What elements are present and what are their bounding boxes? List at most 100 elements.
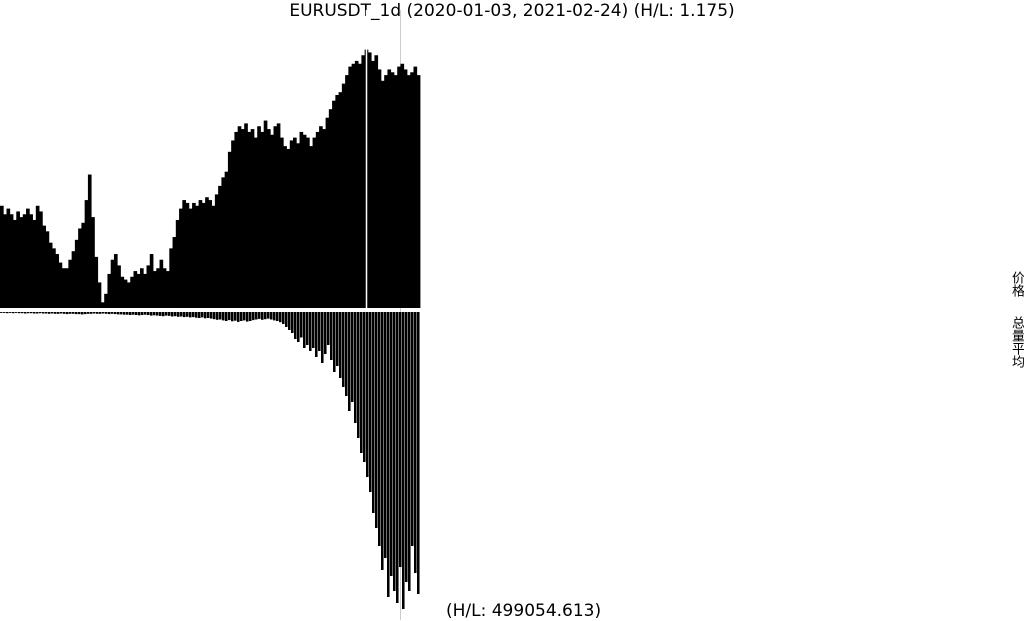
volume-bar: [297, 312, 300, 342]
volume-bar: [378, 312, 381, 546]
price-bar: [214, 194, 219, 308]
price-bar: [81, 222, 86, 308]
volume-bar: [75, 312, 78, 315]
price-bar: [302, 134, 307, 308]
price-bar: [195, 205, 200, 308]
price-bar: [149, 254, 154, 308]
price-bar: [296, 143, 300, 308]
volume-bar: [354, 312, 357, 423]
price-bar: [87, 174, 92, 308]
price-bar: [351, 63, 356, 309]
volume-bar: [282, 312, 285, 324]
volume-bar: [333, 312, 336, 372]
volume-bar: [81, 312, 84, 315]
volume-bar: [69, 312, 72, 314]
volume-bar: [255, 312, 258, 320]
price-bar: [400, 63, 405, 309]
price-bar: [286, 148, 291, 308]
price-bar: [162, 268, 167, 308]
price-bar: [185, 202, 190, 308]
volume-bar: [138, 312, 141, 316]
volume-bar: [45, 312, 48, 314]
price-bar: [328, 109, 333, 308]
price-bar: [224, 171, 229, 308]
price-bar: [283, 146, 287, 308]
volume-bar: [270, 312, 273, 320]
price-bar: [179, 208, 183, 308]
price-bar: [39, 211, 43, 308]
price-bar: [159, 259, 164, 308]
price-bar: [45, 231, 50, 308]
volume-bar: [231, 312, 234, 322]
volume-bar: [6, 312, 9, 314]
volume-bar: [237, 312, 240, 322]
volume-bar: [123, 312, 126, 315]
volume-bar: [222, 312, 225, 321]
price-bar: [172, 237, 177, 308]
volume-bar: [132, 312, 135, 315]
volume-bar: [240, 312, 243, 321]
volume-bar: [201, 312, 204, 318]
volume-bar: [0, 312, 3, 313]
volume-bar: [78, 312, 81, 315]
volume-bar: [342, 312, 345, 387]
volume-bar: [63, 312, 66, 314]
volume-bar: [288, 312, 291, 330]
volume-bar: [225, 312, 228, 321]
volume-bar: [357, 312, 360, 438]
volume-bar: [360, 312, 363, 453]
price-bar: [78, 228, 82, 308]
price-bar: [276, 123, 281, 309]
price-bar: [94, 256, 99, 308]
volume-bar: [246, 312, 249, 322]
price-bar: [153, 271, 157, 308]
volume-bar: [57, 312, 60, 314]
price-bar: [332, 100, 336, 309]
price-bar: [266, 129, 271, 308]
price-bar: [260, 131, 265, 308]
price-bar: [123, 279, 128, 308]
price-bar: [29, 214, 33, 308]
volume-bar: [129, 312, 132, 315]
volume-bar: [120, 312, 123, 315]
price-bar: [280, 137, 284, 308]
volume-bar: [3, 312, 6, 313]
price-bar: [257, 126, 261, 309]
volume-bar: [168, 312, 171, 316]
volume-bar: [417, 312, 420, 594]
volume-bar: [363, 312, 366, 462]
price-bar: [84, 200, 89, 308]
price-bar: [13, 219, 17, 308]
price-bar: [91, 217, 95, 308]
price-bar: [384, 75, 388, 309]
volume-bar: [294, 312, 297, 339]
volume-bar: [234, 312, 237, 321]
volume-bar: [171, 312, 174, 317]
volume-bar: [213, 312, 216, 320]
price-bar: [397, 66, 401, 308]
price-bar: [198, 200, 203, 308]
price-bar: [68, 259, 73, 308]
price-panel: [0, 49, 421, 309]
volume-bar: [162, 312, 165, 317]
volume-bar: [339, 312, 342, 378]
price-bar: [65, 268, 69, 308]
price-bar: [377, 69, 382, 308]
volume-bar: [153, 312, 156, 316]
volume-bar: [396, 312, 399, 603]
price-bar: [234, 131, 239, 308]
price-bar: [348, 66, 353, 308]
price-bar: [244, 123, 248, 309]
price-bar: [169, 248, 173, 308]
volume-bar: [402, 312, 405, 609]
price-bar: [22, 214, 27, 308]
price-bar: [201, 202, 206, 308]
price-bar: [309, 146, 313, 308]
volume-bar: [252, 312, 255, 321]
volume-bar: [258, 312, 261, 319]
price-bar: [221, 177, 226, 308]
volume-bar: [351, 312, 354, 402]
price-bar: [263, 120, 268, 308]
volume-bar: [198, 312, 201, 318]
price-bar: [97, 282, 102, 308]
